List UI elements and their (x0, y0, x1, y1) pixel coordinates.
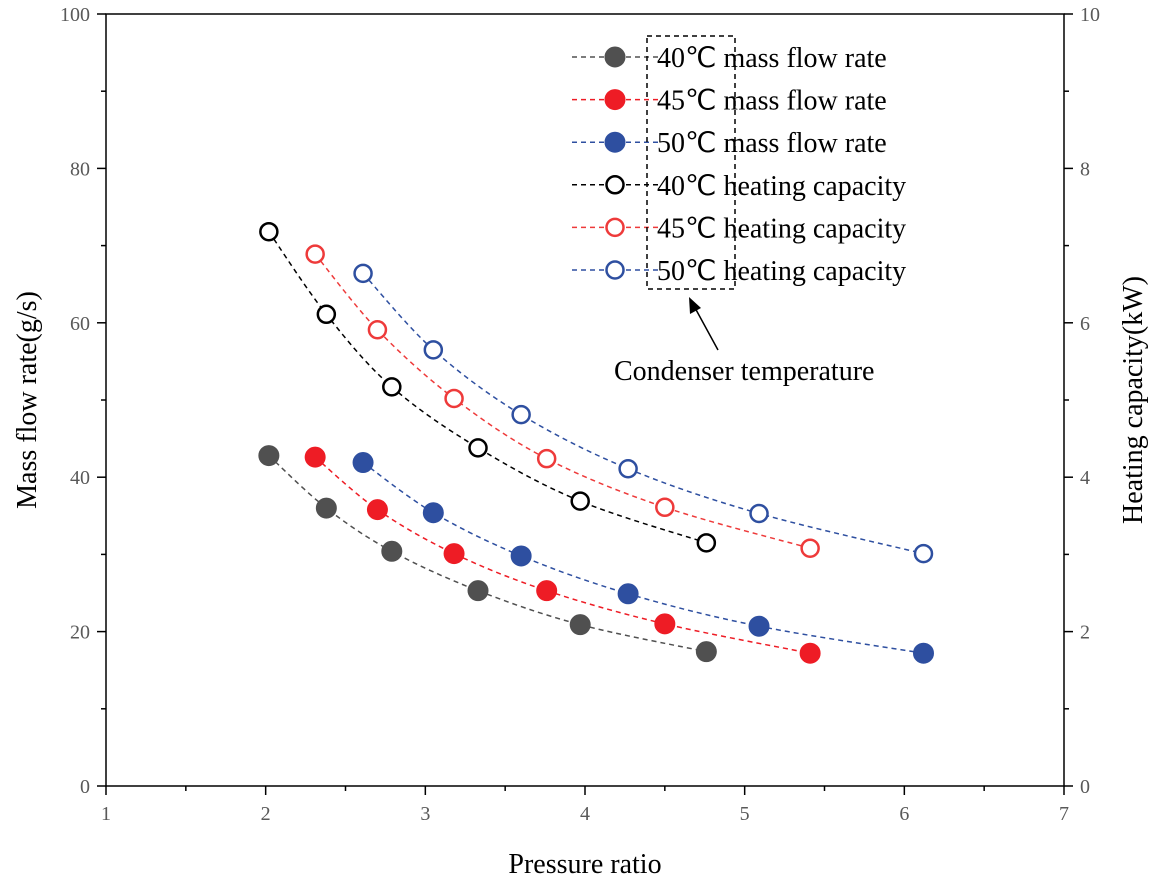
data-point (748, 615, 770, 637)
series-line (362, 272, 924, 555)
data-point (912, 642, 934, 664)
data-point (422, 502, 444, 524)
legend-marker (604, 131, 626, 153)
x-tick-label: 6 (899, 803, 909, 825)
y-axis-title: Mass flow rate(g/s) (12, 291, 43, 509)
legend-marker (605, 175, 625, 195)
x-tick-label: 4 (580, 803, 590, 825)
data-point (617, 583, 639, 605)
x-tick-label: 7 (1059, 803, 1069, 825)
data-point (511, 404, 531, 425)
data-point (423, 340, 444, 360)
legend-marker (604, 46, 626, 68)
y2-tick-label: 6 (1080, 313, 1090, 335)
x-tick-label: 2 (261, 803, 271, 825)
data-point (468, 438, 488, 458)
legend-label: 40℃ heating capacity (657, 171, 906, 202)
data-point (510, 545, 532, 567)
data-point (382, 377, 402, 397)
data-point (913, 543, 934, 564)
legend-label: 45℃ mass flow rate (657, 86, 887, 117)
data-point (305, 244, 325, 264)
data-point (536, 448, 557, 469)
y-tick-label: 40 (70, 467, 90, 489)
legend-item: 50℃ heating capacity (572, 256, 906, 287)
data-point (443, 543, 465, 565)
series-line (314, 253, 811, 549)
legend-label: 50℃ mass flow rate (657, 128, 887, 159)
series-5 (353, 263, 934, 564)
data-point (444, 388, 464, 409)
legend-label: 50℃ heating capacity (657, 256, 906, 287)
legend-item: 45℃ heating capacity (572, 213, 906, 244)
data-point (800, 538, 820, 558)
y2-axis-title: Heating capacity(kW) (1118, 276, 1149, 524)
annotation: Condenser temperature (614, 35, 874, 387)
data-point (799, 642, 821, 664)
series-line (268, 455, 707, 653)
legend-item: 50℃ mass flow rate (572, 128, 887, 159)
legend-item: 40℃ heating capacity (572, 171, 906, 202)
legend-label: 40℃ mass flow rate (657, 43, 887, 74)
series-1 (304, 446, 821, 664)
series-2 (352, 452, 934, 664)
data-point (315, 497, 337, 519)
series-3 (259, 221, 717, 553)
series-4 (305, 244, 820, 558)
y2-tick-label: 10 (1080, 4, 1100, 26)
data-point (654, 613, 676, 635)
y-tick-label: 20 (70, 622, 90, 644)
plot-frame (105, 13, 1065, 787)
y2-tick-label: 8 (1080, 158, 1090, 180)
x-tick-label: 5 (740, 803, 750, 825)
y-tick-label: 60 (70, 313, 90, 335)
data-point (316, 304, 337, 325)
series-0 (258, 445, 717, 663)
legend: 40℃ mass flow rate 45℃ mass flow rate 50℃ … (572, 43, 906, 287)
data-point (258, 445, 280, 467)
y2-tick-label: 0 (1080, 776, 1090, 798)
y-tick-label: 80 (70, 158, 90, 180)
data-point (259, 221, 279, 242)
data-point (353, 263, 373, 284)
y2-tick-label: 2 (1080, 622, 1090, 644)
data-point (366, 499, 388, 521)
annotation-arrow-line (693, 305, 719, 351)
legend-label: 45℃ heating capacity (657, 213, 906, 244)
data-point (536, 580, 558, 602)
series-line (362, 461, 924, 654)
data-point (367, 319, 388, 340)
legend-item: 45℃ mass flow rate (572, 86, 887, 117)
data-point (655, 497, 675, 518)
data-point (381, 540, 403, 562)
annotation-arrow-head (689, 297, 701, 314)
legend-marker (604, 89, 626, 111)
data-point (352, 452, 374, 474)
legend-item: 40℃ mass flow rate (572, 43, 887, 74)
data-point (467, 580, 489, 602)
data-point (304, 446, 326, 468)
data-point (569, 614, 591, 636)
y-tick-label: 0 (80, 776, 90, 798)
series-line (268, 231, 707, 544)
data-point (618, 458, 638, 479)
data-point (695, 641, 717, 663)
data-point (696, 533, 717, 553)
legend-marker (605, 260, 625, 280)
legend-marker (605, 217, 625, 238)
x-axis-title: Pressure ratio (508, 849, 661, 880)
data-point (749, 503, 769, 524)
data-point (570, 491, 590, 511)
x-tick-label: 3 (420, 803, 430, 825)
y-tick-label: 100 (60, 4, 90, 26)
x-tick-label: 1 (101, 803, 111, 825)
annotation-text: Condenser temperature (614, 356, 874, 387)
y2-tick-label: 4 (1080, 467, 1090, 489)
